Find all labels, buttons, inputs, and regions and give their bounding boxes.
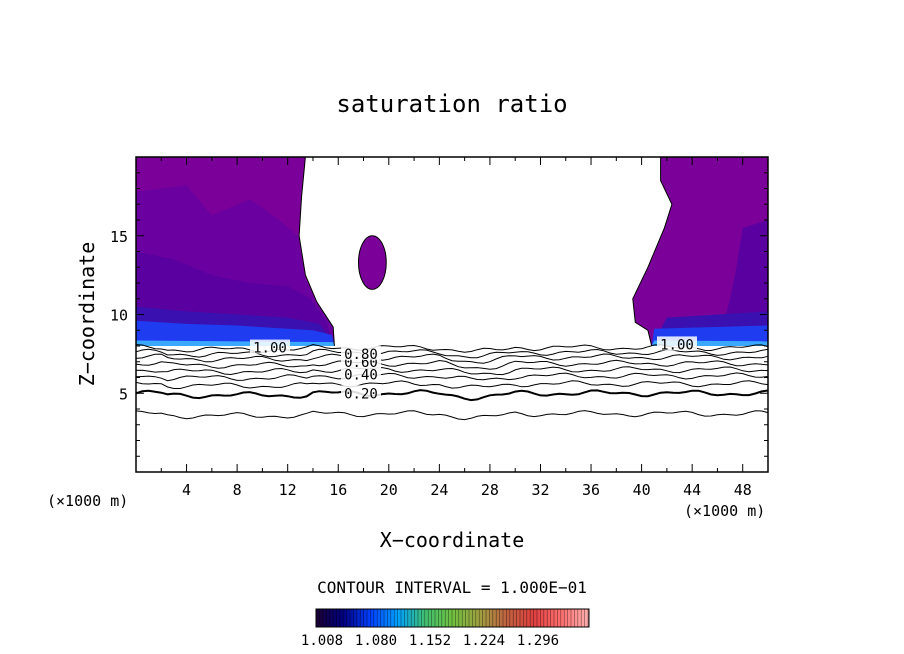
- isolated-supersat-blob: [357, 235, 387, 290]
- colorbar-tick-labels: 1.008 1.080 1.152 1.224 1.296: [301, 633, 559, 649]
- x-tick-label: 32: [531, 481, 549, 499]
- x-axis-ticks: 4 8 12 16 20 24 28 32 36 40 44 48: [160, 157, 752, 499]
- contour-label: 1.00: [660, 337, 694, 353]
- contour-line: [135, 366, 769, 376]
- colorbar-tick-label: 1.152: [409, 633, 451, 649]
- colorbar: [315, 608, 590, 628]
- x-tick-label: 16: [329, 481, 347, 499]
- x-unit-right: (×1000 m): [684, 502, 765, 520]
- contour-labels: 0.200.400.600.801.00 1.00: [249, 336, 697, 402]
- x-axis-label: X−coordinate: [380, 528, 525, 552]
- x-tick-label: 24: [430, 481, 448, 499]
- x-tick-label: 40: [633, 481, 651, 499]
- contour-line: [135, 353, 769, 364]
- contour-line: [135, 389, 769, 402]
- contour-label: 0.20: [344, 386, 378, 402]
- x-tick-label: 36: [582, 481, 600, 499]
- contour-label: 0.80: [344, 347, 378, 363]
- colorbar-tick-label: 1.296: [517, 633, 559, 649]
- x-tick-label: 48: [734, 481, 752, 499]
- x-tick-label: 12: [279, 481, 297, 499]
- y-tick-label: 5: [119, 385, 128, 403]
- colorbar-tick-label: 1.080: [355, 633, 397, 649]
- saturation-fields: [136, 156, 768, 347]
- x-tick-label: 4: [182, 481, 191, 499]
- y-axis-label: Z−coordinate: [75, 242, 99, 387]
- contour-line: [135, 359, 769, 370]
- contour-label-bg: [340, 345, 381, 360]
- right-boundary: [632, 157, 673, 347]
- colorbar-tick-label: 1.008: [301, 633, 343, 649]
- contour-label-bg: [249, 339, 290, 354]
- contour-line: [135, 348, 769, 359]
- x-tick-label: 44: [683, 481, 701, 499]
- y-axis-ticks: 5 10 15: [110, 172, 768, 457]
- contour-label-bg: [340, 385, 381, 400]
- x-unit-left: (×1000 m): [47, 492, 128, 510]
- y-tick-label: 15: [110, 228, 128, 246]
- contour-line: [135, 372, 769, 382]
- chart-title: saturation ratio: [336, 90, 567, 118]
- colorbar-tick-label: 1.224: [463, 633, 505, 649]
- y-tick-label: 10: [110, 307, 128, 325]
- contour-label: 0.40: [344, 367, 378, 383]
- contour-line: [135, 380, 769, 389]
- x-tick-label: 20: [380, 481, 398, 499]
- x-tick-label: 28: [481, 481, 499, 499]
- left-boundary: [298, 156, 335, 347]
- contour-line: [135, 410, 769, 421]
- contour-label: 1.00: [253, 341, 287, 357]
- x-tick-label: 8: [233, 481, 242, 499]
- contour-interval-label: CONTOUR INTERVAL = 1.000E−01: [317, 578, 587, 597]
- colorbar-frame: [315, 608, 590, 628]
- contour-label-bg: [656, 336, 697, 351]
- plot-area: 0.200.400.600.801.00 1.00 4 8 12 16 20 24 28 32 3…: [110, 156, 769, 499]
- contour-label-bg: [340, 366, 381, 381]
